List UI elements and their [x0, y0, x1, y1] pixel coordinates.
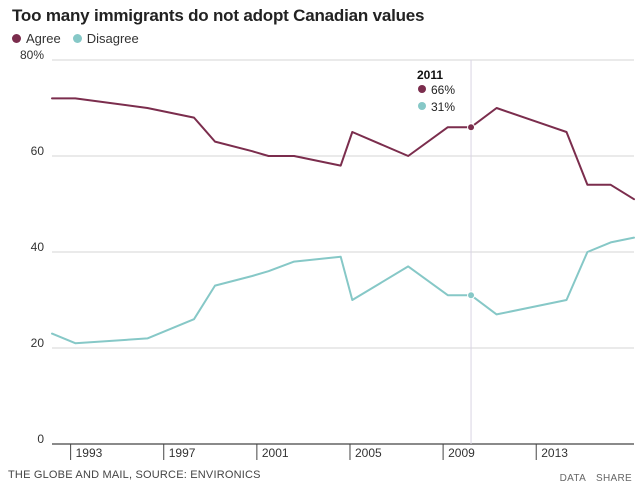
x-tick-label-2013: 2013	[541, 446, 568, 460]
y-tick-label-20: 20	[31, 336, 45, 350]
y-tick-label-60: 60	[31, 144, 45, 158]
series-line-disagree[interactable]	[51, 236, 635, 345]
x-tick-label-1997: 1997	[169, 446, 196, 460]
highlight-point-disagree[interactable]	[467, 291, 476, 300]
legend-swatch-disagree	[72, 34, 82, 43]
chart-legend: Agree Disagree	[12, 31, 139, 46]
legend-label-agree: Agree	[26, 31, 61, 46]
share-link[interactable]: SHARE	[596, 473, 632, 484]
x-tick-label-2001: 2001	[262, 446, 289, 460]
legend-item-agree[interactable]: Agree	[12, 31, 61, 46]
data-link[interactable]: DATA	[559, 473, 587, 484]
legend-label-disagree: Disagree	[86, 31, 139, 46]
footer-links: DATA SHARE	[560, 473, 632, 484]
y-tick-label-80: 80%	[20, 48, 44, 62]
tooltip-year: 2011	[417, 68, 443, 82]
tooltip-swatch-agree	[418, 85, 426, 93]
x-tick-label-1993: 1993	[76, 446, 103, 460]
series-line-agree[interactable]	[51, 97, 635, 201]
tooltip-swatch-disagree	[418, 102, 426, 110]
chart-title: Too many immigrants do not adopt Canadia…	[12, 6, 425, 25]
source-credit: THE GLOBE AND MAIL, SOURCE: ENVIRONICS	[8, 469, 261, 481]
highlight-point-agree[interactable]	[467, 123, 476, 132]
y-tick-label-0: 0	[37, 432, 44, 446]
tooltip-value-disagree: 31%	[431, 100, 455, 114]
y-tick-label-40: 40	[31, 240, 45, 254]
x-tick-label-2009: 2009	[448, 446, 475, 460]
tooltip-value-agree: 66%	[431, 83, 455, 97]
legend-item-disagree[interactable]: Disagree	[72, 31, 139, 46]
x-tick-label-2005: 2005	[355, 446, 382, 460]
legend-swatch-agree	[12, 34, 21, 43]
